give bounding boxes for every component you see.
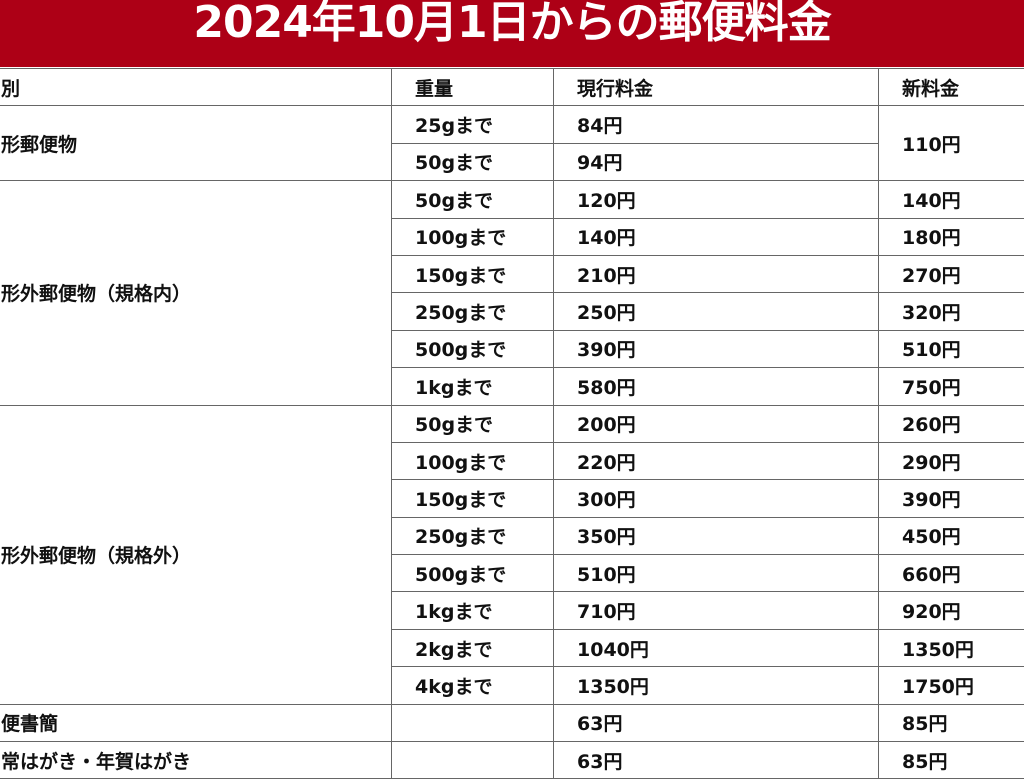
current-price-cell: 510円: [554, 555, 879, 592]
current-price-cell: 94円: [554, 143, 879, 180]
new-price-cell: 1350円: [879, 629, 1024, 666]
weight-cell: 50gまで: [392, 143, 554, 180]
new-price-cell: 750円: [879, 368, 1024, 405]
page-title: 2024年10月1日からの郵便料金: [0, 0, 1024, 50]
current-price-cell: 120円: [554, 181, 879, 218]
new-price-cell: 290円: [879, 442, 1024, 479]
current-price-cell: 350円: [554, 517, 879, 554]
type-cell: 形外郵便物（規格外）: [0, 405, 392, 704]
new-price-cell: 110円: [879, 106, 1024, 181]
weight-cell: 150gまで: [392, 255, 554, 292]
header-type: 別: [0, 69, 392, 106]
new-price-cell: 510円: [879, 330, 1024, 367]
table-header-row: 別 重量 現行料金 新料金: [0, 69, 1024, 106]
new-price-cell: 260円: [879, 405, 1024, 442]
type-cell: 形郵便物: [0, 106, 392, 181]
header-current: 現行料金: [554, 69, 879, 106]
title-banner: 2024年10月1日からの郵便料金: [0, 0, 1024, 67]
current-price-cell: 140円: [554, 218, 879, 255]
new-price-cell: 450円: [879, 517, 1024, 554]
weight-cell: 1kgまで: [392, 368, 554, 405]
current-price-cell: 710円: [554, 592, 879, 629]
weight-cell: 50gまで: [392, 405, 554, 442]
weight-cell: 500gまで: [392, 555, 554, 592]
weight-cell: [392, 704, 554, 741]
current-price-cell: 1040円: [554, 629, 879, 666]
current-price-cell: 63円: [554, 742, 879, 779]
weight-cell: 150gまで: [392, 480, 554, 517]
new-price-cell: 180円: [879, 218, 1024, 255]
new-price-cell: 660円: [879, 555, 1024, 592]
weight-cell: 250gまで: [392, 517, 554, 554]
weight-cell: 4kgまで: [392, 667, 554, 704]
current-price-cell: 220円: [554, 442, 879, 479]
weight-cell: 100gまで: [392, 442, 554, 479]
type-cell: 形外郵便物（規格内）: [0, 181, 392, 405]
weight-cell: 100gまで: [392, 218, 554, 255]
weight-cell: 50gまで: [392, 181, 554, 218]
current-price-cell: 390円: [554, 330, 879, 367]
new-price-cell: 1750円: [879, 667, 1024, 704]
new-price-cell: 270円: [879, 255, 1024, 292]
current-price-cell: 63円: [554, 704, 879, 741]
header-weight: 重量: [392, 69, 554, 106]
weight-cell: 2kgまで: [392, 629, 554, 666]
weight-cell: 500gまで: [392, 330, 554, 367]
new-price-cell: 390円: [879, 480, 1024, 517]
current-price-cell: 300円: [554, 480, 879, 517]
new-price-cell: 140円: [879, 181, 1024, 218]
weight-cell: 25gまで: [392, 106, 554, 143]
new-price-cell: 320円: [879, 293, 1024, 330]
current-price-cell: 250円: [554, 293, 879, 330]
weight-cell: [392, 742, 554, 779]
current-price-cell: 200円: [554, 405, 879, 442]
current-price-cell: 84円: [554, 106, 879, 143]
current-price-cell: 580円: [554, 368, 879, 405]
header-new: 新料金: [879, 69, 1024, 106]
current-price-cell: 210円: [554, 255, 879, 292]
type-cell: 便書簡: [0, 704, 392, 741]
weight-cell: 250gまで: [392, 293, 554, 330]
new-price-cell: 85円: [879, 742, 1024, 779]
new-price-cell: 85円: [879, 704, 1024, 741]
weight-cell: 1kgまで: [392, 592, 554, 629]
type-cell: 常はがき・年賀はがき: [0, 742, 392, 779]
new-price-cell: 920円: [879, 592, 1024, 629]
current-price-cell: 1350円: [554, 667, 879, 704]
